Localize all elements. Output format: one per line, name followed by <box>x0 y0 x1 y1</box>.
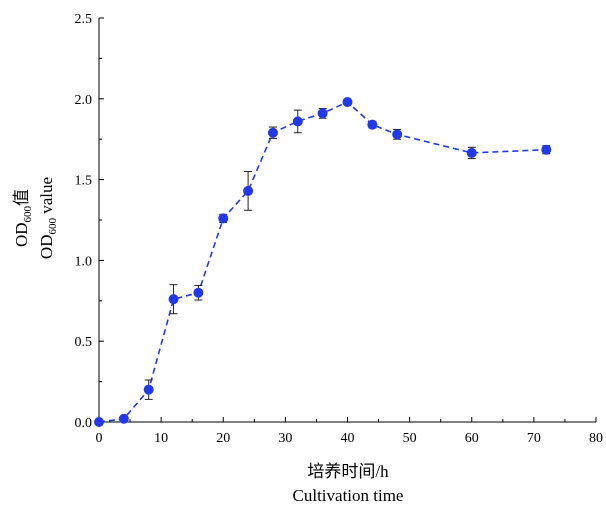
y-title-cn-base: OD <box>12 222 31 247</box>
y-ticks: 0.0 0.5 1.0 1.5 2.0 2.5 <box>75 12 104 431</box>
series-od600 <box>94 97 552 427</box>
data-point <box>243 185 254 196</box>
y-tick-label: 1.5 <box>75 174 93 189</box>
y-title-en-sub: 600 <box>47 218 59 235</box>
y-tick-label: 2.5 <box>75 12 93 27</box>
series-line <box>98 101 547 423</box>
x-tick-label: 60 <box>465 431 479 446</box>
data-point <box>218 213 229 224</box>
x-tick-label: 80 <box>589 431 603 446</box>
y-axis-title-cn: OD600值 <box>12 189 34 247</box>
x-tick-label: 30 <box>278 431 292 446</box>
x-tick-label: 50 <box>403 431 417 446</box>
data-point <box>143 384 154 395</box>
data-point <box>94 417 104 427</box>
data-point <box>118 413 129 424</box>
data-point <box>193 287 204 298</box>
y-title-cn-suffix: 值 <box>12 189 31 206</box>
data-point <box>392 129 403 140</box>
data-point <box>317 108 328 119</box>
y-tick-label: 0.5 <box>75 335 93 350</box>
data-point <box>292 116 303 127</box>
data-point <box>466 147 477 158</box>
x-ticks: 0 10 20 30 40 50 60 70 80 <box>96 417 603 446</box>
x-axis-title-cn: 培养时间/h <box>307 462 389 481</box>
y-title-cn-sub: 600 <box>22 205 34 222</box>
x-tick-label: 20 <box>216 431 230 446</box>
x-tick-label: 0 <box>96 431 103 446</box>
y-title-en-base: OD <box>37 235 56 260</box>
y-tick-label: 2.0 <box>75 93 93 108</box>
data-point <box>342 97 353 108</box>
x-axis-title-en: Cultivation time <box>293 486 404 505</box>
data-point <box>267 127 278 138</box>
data-point <box>367 119 378 130</box>
y-tick-label: 0.0 <box>75 416 93 431</box>
x-tick-label: 40 <box>341 431 355 446</box>
data-point <box>541 144 552 155</box>
x-tick-label: 10 <box>154 431 168 446</box>
y-title-en-suffix: value <box>37 177 56 218</box>
y-tick-label: 1.0 <box>75 254 93 269</box>
data-point <box>168 294 179 305</box>
axes <box>98 18 596 423</box>
y-axis-title-en: OD600 value <box>37 177 59 259</box>
x-tick-label: 70 <box>527 431 541 446</box>
